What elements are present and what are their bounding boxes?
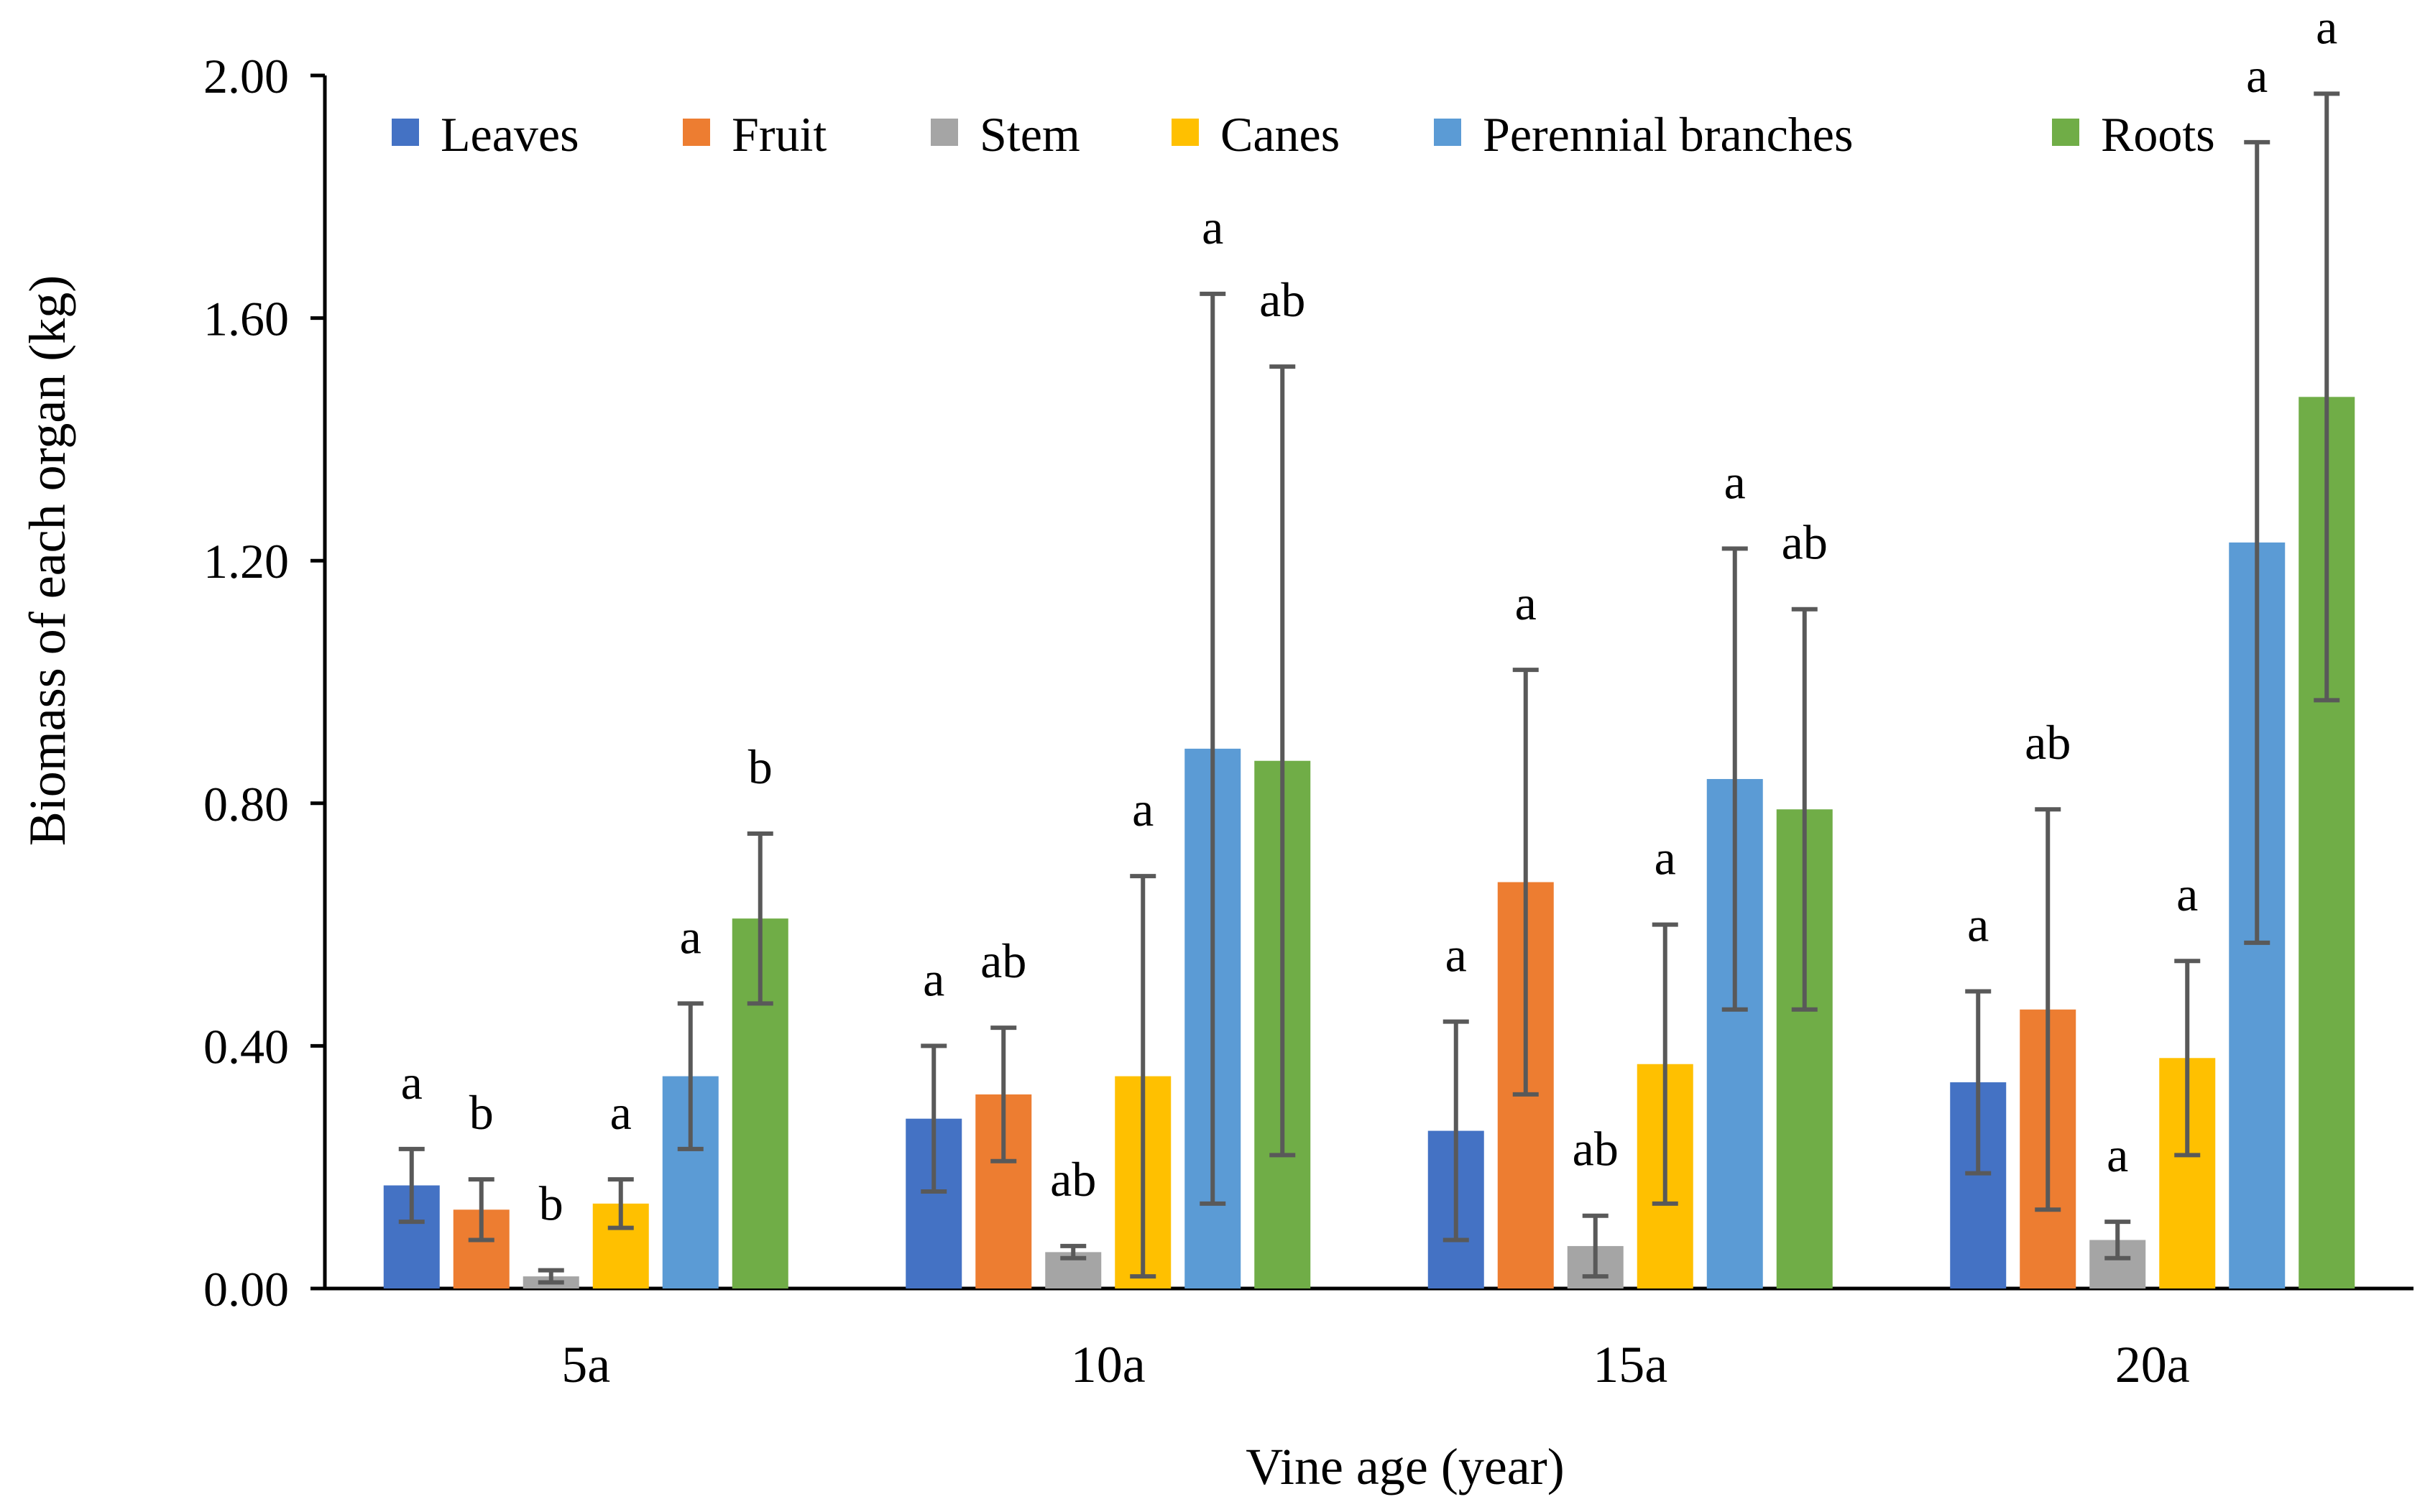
significance-letter: ab: [1782, 515, 1828, 570]
x-tick-label: 5a: [561, 1336, 610, 1393]
x-tick-label: 20a: [2115, 1336, 2190, 1393]
legend-label: Perennial branches: [1483, 107, 1853, 162]
legend-swatch: [2052, 119, 2079, 146]
significance-letter: a: [401, 1055, 423, 1110]
significance-letter: a: [2107, 1128, 2128, 1182]
significance-letter: b: [469, 1085, 494, 1140]
significance-letter: a: [1202, 200, 1223, 254]
significance-letter: a: [610, 1085, 632, 1140]
legend-swatch: [1172, 119, 1199, 146]
significance-letter: ab: [1050, 1152, 1096, 1207]
legend-label: Roots: [2101, 107, 2215, 162]
significance-letter: b: [539, 1176, 563, 1231]
significance-letter: ab: [1573, 1122, 1619, 1176]
significance-letter: a: [2176, 867, 2198, 921]
y-tick-label: 0.40: [203, 1019, 289, 1074]
significance-letter: a: [2246, 48, 2268, 103]
y-tick-label: 1.60: [203, 292, 289, 346]
legend-swatch: [1434, 119, 1461, 146]
significance-letter: a: [1724, 454, 1746, 509]
y-axis-label: Biomass of each organ (kg): [19, 275, 76, 846]
significance-letter: a: [1515, 576, 1537, 630]
significance-letter: ab: [2025, 715, 2071, 770]
legend-swatch: [392, 119, 419, 146]
y-tick-label: 0.80: [203, 777, 289, 831]
y-tick-label: 0.00: [203, 1262, 289, 1317]
significance-letter: ab: [1259, 272, 1305, 327]
legend-label: Stem: [980, 107, 1080, 162]
significance-letter: ab: [980, 934, 1026, 988]
significance-letter: a: [2316, 0, 2337, 54]
y-tick-label: 2.00: [203, 49, 289, 103]
significance-letter: a: [1967, 897, 1989, 951]
x-tick-label: 15a: [1593, 1336, 1667, 1393]
significance-letter: a: [1445, 928, 1467, 982]
significance-letter: a: [1655, 831, 1676, 885]
legend-swatch: [683, 119, 710, 146]
y-tick-label: 1.20: [203, 534, 289, 589]
legend-label: Leaves: [441, 107, 579, 162]
x-tick-label: 10a: [1071, 1336, 1146, 1393]
significance-letter: a: [680, 909, 701, 964]
legend-label: Canes: [1220, 107, 1340, 162]
significance-letter: b: [748, 739, 773, 794]
legend-label: Fruit: [732, 107, 827, 162]
significance-letter: a: [923, 951, 944, 1006]
significance-letter: a: [1132, 782, 1154, 836]
legend-swatch: [931, 119, 958, 146]
x-axis-label: Vine age (year): [1246, 1438, 1564, 1495]
